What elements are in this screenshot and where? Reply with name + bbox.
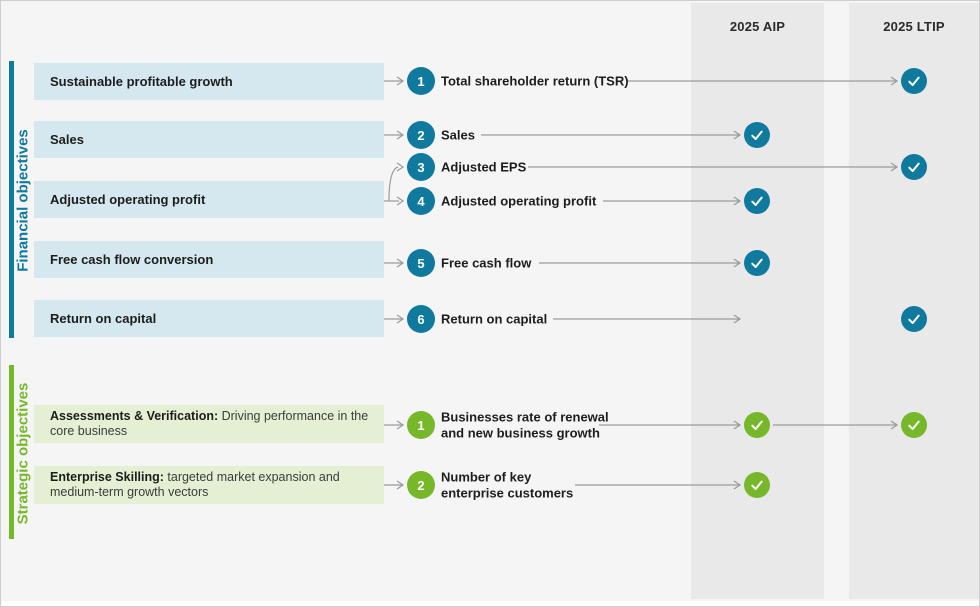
connector-line: [733, 130, 742, 140]
objective-lead: Assessments & Verification:: [50, 408, 222, 423]
connector-line: [396, 162, 405, 172]
metric-label: Sales: [441, 127, 475, 143]
column-header-aip: 2025 AIP: [729, 19, 786, 34]
connector-line: [733, 420, 742, 430]
connector-line: [396, 196, 405, 206]
connector-line: [396, 420, 405, 430]
connector-line: [396, 130, 405, 140]
check-badge: [744, 122, 770, 148]
check-badge: [901, 306, 927, 332]
metric-label-line: Return on capital: [441, 311, 548, 327]
metric-number-circle: 2: [407, 121, 435, 149]
metric-label: Adjusted EPS: [441, 159, 526, 175]
check-icon: [751, 258, 763, 268]
metric-label-line: Adjusted EPS: [441, 159, 527, 175]
check-icon: [751, 420, 763, 430]
connector-line: [396, 76, 405, 86]
strategic-objective-box: Enterprise Skilling: targeted market exp…: [34, 466, 384, 504]
objective-label: Adjusted operating profit: [50, 192, 206, 207]
objective-label: Sustainable profitable growth: [50, 74, 233, 89]
metric-number-circle: 2: [407, 471, 435, 499]
metric-number-circle: 6: [407, 305, 435, 333]
metric-label-line: Total shareholder return (TSR): [441, 73, 629, 89]
metric-label: Number of key enterprise customers: [441, 470, 573, 501]
connector-line: [733, 314, 742, 324]
check-badge: [744, 250, 770, 276]
column-band-2025-aip: 2025 AIP: [691, 3, 824, 599]
financial-objective-box: Sales: [34, 121, 384, 158]
metric-label-line: Sales: [441, 127, 475, 143]
financial-objective-box: Return on capital: [34, 300, 384, 337]
metric-number: 6: [417, 311, 425, 327]
check-icon: [908, 162, 920, 172]
metric-number: 5: [417, 255, 425, 271]
check-icon: [751, 196, 763, 206]
check-icon: [908, 76, 920, 86]
metric-number-circle: 1: [407, 411, 435, 439]
check-icon: [908, 420, 920, 430]
metric-number: 4: [417, 193, 425, 209]
check-badge: [744, 472, 770, 498]
check-badge: [901, 412, 927, 438]
connector-line: [733, 480, 742, 490]
connector-line: [733, 196, 742, 206]
objective-lead: Enterprise Skilling:: [50, 469, 168, 484]
metric-number: 3: [417, 159, 425, 175]
metric-label-line: enterprise customers: [441, 485, 574, 500]
metric-number-circle: 1: [407, 67, 435, 95]
financial-section-bar: [9, 61, 14, 338]
column-header-ltip: 2025 LTIP: [883, 19, 945, 34]
metric-number-circle: 4: [407, 187, 435, 215]
connector-line: [396, 480, 405, 490]
connector-line: [396, 258, 405, 268]
metric-label-line: Number of key: [441, 469, 532, 485]
objective-description: targeted market expansion and medium-ter…: [50, 469, 340, 500]
metric-label: Total shareholder return (TSR): [441, 73, 629, 89]
metric-number: 1: [417, 417, 425, 433]
check-badge: [744, 412, 770, 438]
strategic-section-bar: [9, 365, 14, 539]
metric-number-circle: 5: [407, 249, 435, 277]
objective-description: Driving performance in the core business: [50, 408, 369, 439]
financial-objective-box: Sustainable profitable growth: [34, 63, 384, 100]
check-icon: [908, 314, 920, 324]
metric-label: Adjusted operating profit: [441, 193, 596, 209]
metric-number: 2: [417, 127, 425, 143]
check-icon: [751, 480, 763, 490]
connector-line: [396, 314, 405, 324]
column-band-2025-ltip: 2025 LTIP: [849, 3, 979, 599]
metric-label-line: and new business growth: [441, 425, 600, 440]
objective-label: Assessments & Verification: Driving perf…: [50, 409, 374, 440]
metric-label: Free cash flow: [441, 255, 531, 271]
metric-label: Businesses rate of renewal and new busine…: [441, 410, 609, 441]
strategic-objective-box: Assessments & Verification: Driving perf…: [34, 405, 384, 443]
connector-line: [890, 162, 899, 172]
connector-line: [388, 166, 399, 202]
objective-label: Free cash flow conversion: [50, 252, 214, 267]
check-badge: [901, 68, 927, 94]
metric-label-line: Free cash flow: [441, 255, 532, 271]
check-badge: [744, 188, 770, 214]
metric-number: 2: [417, 477, 425, 493]
financial-objective-box: Free cash flow conversion: [34, 241, 384, 278]
objective-label: Sales: [50, 132, 84, 147]
check-icon: [751, 130, 763, 140]
connector-line: [890, 76, 899, 86]
check-badge: [901, 154, 927, 180]
connector-line: [733, 258, 742, 268]
metric-number: 1: [417, 73, 425, 89]
financial-objective-box: Adjusted operating profit: [34, 181, 384, 218]
metric-number-circle: 3: [407, 153, 435, 181]
connector-line: [890, 420, 899, 430]
objective-label: Enterprise Skilling: targeted market exp…: [50, 470, 374, 501]
metric-label-line: Businesses rate of renewal: [441, 409, 609, 425]
metric-label: Return on capital: [441, 311, 547, 327]
metric-label-line: Adjusted operating profit: [441, 193, 597, 209]
objective-label: Return on capital: [50, 311, 157, 326]
